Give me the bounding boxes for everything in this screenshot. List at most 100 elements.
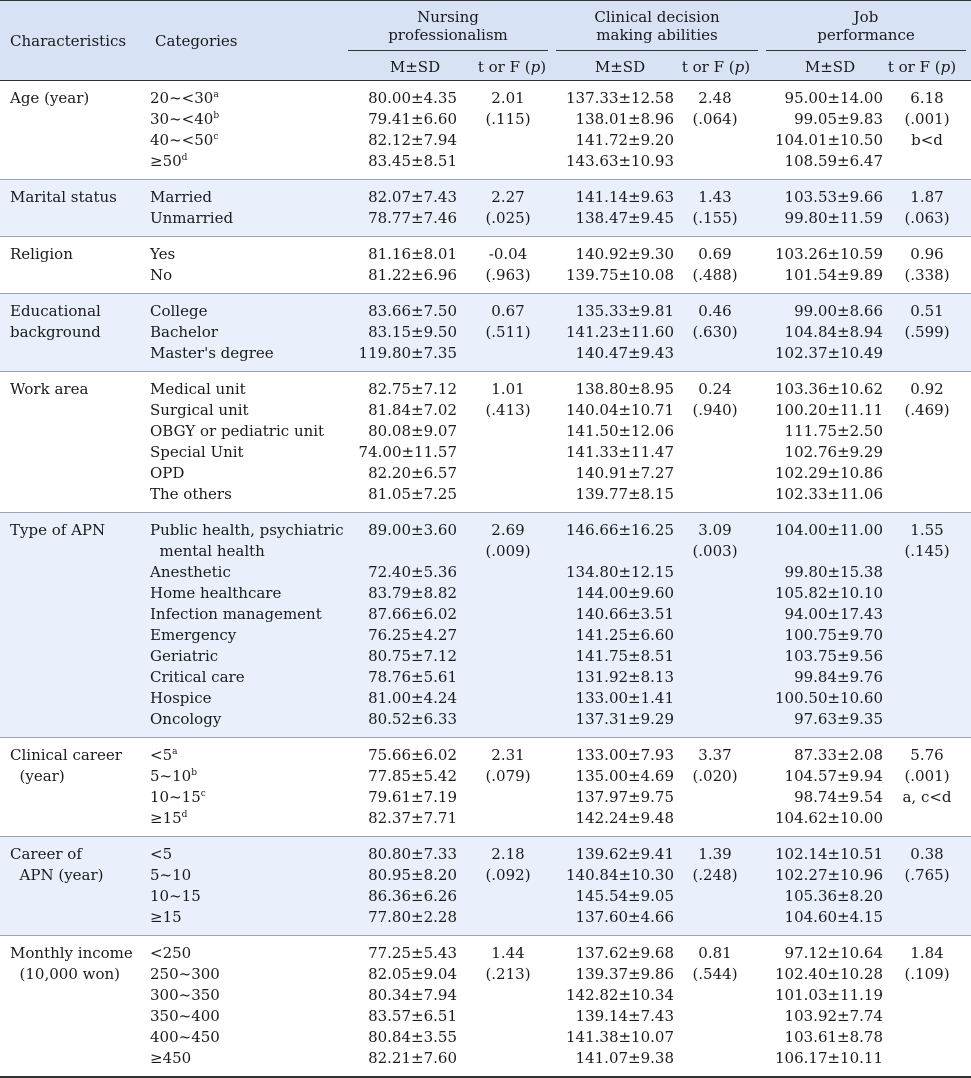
nursing-professionalism-msd: 76.25±4.27	[368, 626, 457, 644]
header-underline	[556, 50, 758, 51]
group-divider	[0, 935, 971, 936]
clinical-decision-stat: (.544)	[692, 965, 738, 983]
nursing-professionalism-msd: 81.84±7.02	[368, 401, 457, 419]
clinical-decision-msd: 137.31±9.29	[575, 710, 674, 728]
job-performance-stat: (.145)	[904, 542, 950, 560]
clinical-decision-msd: 140.04±10.71	[566, 401, 674, 419]
header-stat: t or F (p)	[462, 58, 562, 76]
nursing-professionalism-msd: 77.25±5.43	[368, 944, 457, 962]
clinical-decision-msd: 138.80±8.95	[575, 380, 674, 398]
clinical-decision-msd: 138.47±9.45	[575, 209, 674, 227]
job-performance-msd: 99.80±11.59	[784, 209, 883, 227]
job-performance-stat: 0.92	[910, 380, 944, 398]
job-performance-msd: 97.12±10.64	[784, 944, 883, 962]
category-label: Emergency	[150, 625, 236, 646]
category-text: <250	[150, 944, 192, 962]
clinical-decision-msd: 142.24±9.48	[575, 809, 674, 827]
nursing-professionalism-stat: (.025)	[485, 209, 531, 227]
nursing-professionalism-stat: 1.44	[491, 944, 525, 962]
nursing-professionalism-msd: 78.76±5.61	[368, 668, 457, 686]
characteristic-label: Type of APN	[10, 521, 106, 539]
job-performance-msd: 97.63±9.35	[794, 710, 883, 728]
header-group-line: making abilities	[596, 26, 718, 44]
nursing-professionalism-stat: 2.27	[491, 188, 525, 206]
job-performance-stat: (.338)	[904, 266, 950, 284]
category-text: Bachelor	[150, 323, 218, 341]
clinical-decision-msd: 137.97±9.75	[575, 788, 674, 806]
clinical-decision-msd: 141.33±11.47	[566, 443, 674, 461]
category-label: Surgical unit	[150, 400, 249, 421]
clinical-decision-msd: 137.60±4.66	[575, 908, 674, 926]
characteristic-label: Career of	[10, 845, 82, 863]
job-performance-msd: 100.50±10.60	[775, 689, 883, 707]
group-divider	[0, 836, 971, 837]
header-underline	[348, 50, 548, 51]
clinical-decision-stat: (.064)	[692, 110, 738, 128]
job-performance-msd: 103.61±8.78	[784, 1028, 883, 1046]
category-text: Medical unit	[150, 380, 246, 398]
job-performance-msd: 102.40±10.28	[775, 965, 883, 983]
nursing-professionalism-msd: 81.16±8.01	[368, 245, 457, 263]
nursing-professionalism-msd: 83.15±9.50	[368, 323, 457, 341]
category-text: The others	[150, 485, 232, 503]
category-text: Public health, psychiatric	[150, 521, 344, 539]
clinical-decision-stat: 0.69	[698, 245, 732, 263]
characteristic-label: Work area	[10, 380, 89, 398]
nursing-professionalism-msd: 78.77±7.46	[368, 209, 457, 227]
header-underline	[766, 50, 966, 51]
category-text: Surgical unit	[150, 401, 249, 419]
category-text: ≥50	[150, 152, 182, 170]
job-performance-stat: 0.38	[910, 845, 944, 863]
job-performance-msd: 99.84±9.76	[794, 668, 883, 686]
stat-suffix: )	[744, 58, 751, 76]
clinical-decision-msd: 139.77±8.15	[575, 485, 674, 503]
category-label: <5a	[150, 745, 178, 766]
clinical-decision-msd: 142.82±10.34	[566, 986, 674, 1004]
job-performance-msd: 104.62±10.00	[775, 809, 883, 827]
category-label: 30~<40b	[150, 109, 219, 130]
group-divider	[0, 179, 971, 180]
job-performance-msd: 94.00±17.43	[784, 605, 883, 623]
header-nursing-professionalism: Nursing professionalism	[348, 8, 548, 44]
job-performance-msd: 108.59±6.47	[784, 152, 883, 170]
nursing-professionalism-msd: 80.80±7.33	[368, 845, 457, 863]
characteristic-label: APN (year)	[10, 866, 104, 884]
clinical-decision-stat: (.630)	[692, 323, 738, 341]
nursing-professionalism-msd: 80.75±7.12	[368, 647, 457, 665]
nursing-professionalism-stat: (.213)	[485, 965, 531, 983]
category-text: Critical care	[150, 668, 245, 686]
nursing-professionalism-msd: 74.00±11.57	[358, 443, 457, 461]
nursing-professionalism-msd: 80.34±7.94	[368, 986, 457, 1004]
category-text: <5	[150, 746, 173, 764]
clinical-decision-msd: 141.50±12.06	[566, 422, 674, 440]
job-performance-stat: 6.18	[910, 89, 944, 107]
clinical-decision-stat: (.155)	[692, 209, 738, 227]
header-group-line: performance	[817, 26, 915, 44]
clinical-decision-stat: (.940)	[692, 401, 738, 419]
category-label: 5~10	[150, 865, 191, 886]
clinical-decision-msd: 141.72±9.20	[575, 131, 674, 149]
category-label: OBGY or pediatric unit	[150, 421, 324, 442]
header-job-performance: Job performance	[766, 8, 966, 44]
job-performance-stat: (.765)	[904, 866, 950, 884]
category-label: 40~<50c	[150, 130, 218, 151]
nursing-professionalism-stat: 0.67	[491, 302, 525, 320]
job-performance-msd: 101.03±11.19	[775, 986, 883, 1004]
category-text: 20~<30	[150, 89, 214, 107]
header-group-line: Nursing	[417, 8, 479, 26]
clinical-decision-msd: 143.63±10.93	[566, 152, 674, 170]
category-label: Home healthcare	[150, 583, 281, 604]
clinical-decision-msd: 140.91±7.27	[575, 464, 674, 482]
nursing-professionalism-msd: 82.07±7.43	[368, 188, 457, 206]
nursing-professionalism-stat: (.413)	[485, 401, 531, 419]
job-performance-msd: 104.57±9.94	[784, 767, 883, 785]
clinical-decision-msd: 139.37±9.86	[575, 965, 674, 983]
job-performance-msd: 103.53±9.66	[784, 188, 883, 206]
nursing-professionalism-stat: (.511)	[485, 323, 531, 341]
characteristic-label: Clinical career	[10, 746, 122, 764]
nursing-professionalism-msd: 82.20±6.57	[368, 464, 457, 482]
category-label: Master's degree	[150, 343, 274, 364]
category-label: Yes	[150, 244, 175, 265]
category-label: ≥50d	[150, 151, 187, 172]
nursing-professionalism-stat: (.079)	[485, 767, 531, 785]
